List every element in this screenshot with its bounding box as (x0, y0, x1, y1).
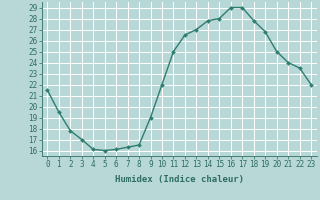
X-axis label: Humidex (Indice chaleur): Humidex (Indice chaleur) (115, 175, 244, 184)
